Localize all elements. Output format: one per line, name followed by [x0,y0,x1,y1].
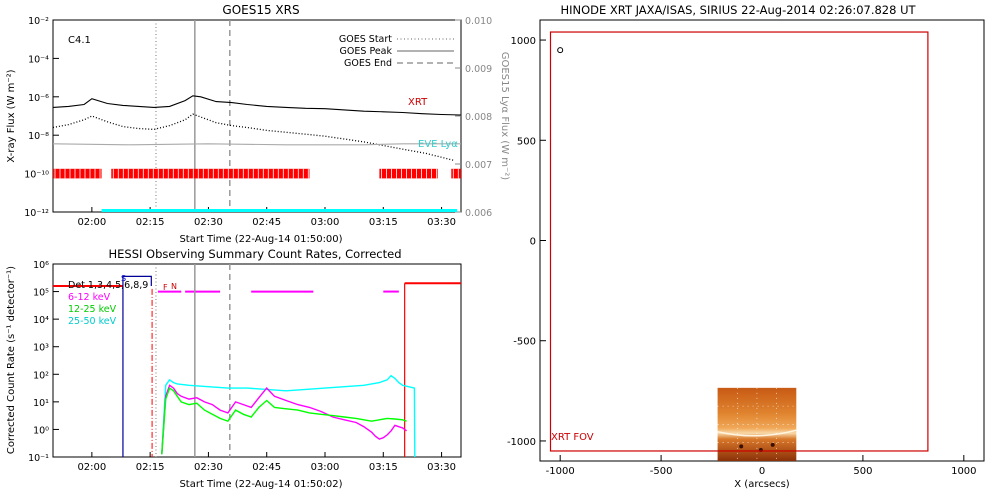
hessi-y-tick-label: 10³ [33,343,49,354]
hessi-series-1 [161,387,407,455]
goes-right-tick-label: 0.008 [465,112,492,123]
hessi-x-tick-label: 03:30 [427,462,456,473]
goes-x-tick-label: 02:15 [136,217,165,228]
goes-x-tick-label: 03:00 [311,217,340,228]
goes-xrt-series-label: XRT [408,97,428,108]
goes-y-tick-label: 10⁻⁸ [28,131,49,142]
goes-eclipse-segment [111,168,310,179]
xrt-x-tick-label: -1000 [546,466,575,477]
hessi-flag-s: S [121,274,126,283]
goes-y-tick-label: 10⁻⁴ [28,54,49,65]
goes-series-0 [52,95,462,116]
hessi-series-0 [161,384,408,455]
goes-right-tick-label: 0.007 [465,160,492,171]
xrt-title: HINODE XRT JAXA/ISAS, SIRIUS 22-Aug-2014… [560,3,916,17]
xrt-x-tick-label: 500 [853,466,872,477]
legend-goes-peak-label: GOES Peak [340,46,393,57]
hessi-flag-f: F [163,283,168,292]
goes-series-1 [52,113,454,161]
hessi-marks: 02:00 02:15 02:30 02:45 03:00 03:15 03:30 10⁶ 10… [28,260,461,473]
xrt-x-tick-label: 0 [759,466,765,477]
xrt-y-tick-label: -500 [513,337,536,348]
goes-eclipse-segment [53,168,102,179]
legend-goes-end-label: GOES End [344,58,392,69]
hessi-panel: HESSI Observing Summary Count Rates, Cor… [6,247,462,490]
xrt-xlabel: X (arcsecs) [734,479,790,490]
hessi-x-tick-label: 02:15 [136,462,165,473]
hessi-xlabel: Start Time (22-Aug-14 01:50:02) [179,479,342,490]
xrt-x-tick-label: 1000 [951,466,976,477]
goes-legend: GOES Start GOES Peak GOES End [339,34,454,69]
goes-right-ylabel: GOES15 Lyα Flux (W m⁻²) [499,52,510,180]
hessi-legend-12-25: 12-25 keV [68,304,117,315]
goes-x-tick-label: 02:30 [194,217,223,228]
goes-right-tick-label: 0.006 [465,208,492,219]
hessi-ylabel: Corrected Count Rate (s⁻¹ detector⁻¹) [6,266,17,454]
hessi-x-tick-label: 03:15 [369,462,398,473]
xrt-y-tick-label: 0 [530,237,536,248]
hessi-y-tick-label: 10¹ [33,398,49,409]
goes-ylabel: X-ray Flux (W m⁻²) [6,69,17,162]
hessi-x-tick-label: 03:00 [311,462,340,473]
xrt-panel: HINODE XRT JAXA/ISAS, SIRIUS 22-Aug-2014… [507,3,985,490]
goes-x-tick-label: 03:30 [427,217,456,228]
hessi-y-tick-label: 10⁰ [33,425,49,436]
goes-y-tick-label: 10⁻⁶ [28,93,49,104]
hessi-x-tick-label: 02:30 [194,462,223,473]
hessi-flag-n: N [171,282,177,291]
goes-x-tick-label: 02:00 [77,217,106,228]
goes-x-tick-label: 02:45 [252,217,281,228]
hessi-legend-6-12: 6-12 keV [68,292,111,303]
xrt-solar-limb [717,429,797,437]
hessi-y-tick-label: 10⁴ [33,315,49,326]
goes-y-tick-label: 10⁻¹² [24,208,49,219]
hessi-detectors-label: Det 1,3,4,5,6,8,9 [68,280,148,291]
hessi-title: HESSI Observing Summary Count Rates, Cor… [108,247,401,261]
xrt-y-tick-label: -1000 [507,437,536,448]
goes-right-tick-label: 0.009 [465,64,492,75]
goes-title: GOES15 XRS [222,3,299,17]
goes-right-tick-label: 0.010 [465,16,492,27]
hessi-plot-frame [52,263,462,458]
goes-y-tick-label: 10⁻¹⁰ [24,170,49,181]
goes-eclipse-segment [451,168,461,179]
xrt-marks: -1000 -500 0 500 1000 1000 500 0 -500 -1000 [507,31,977,477]
goes-series-2 [52,143,461,146]
hessi-legend-25-50: 25-50 keV [68,316,117,327]
goes-x-tick-label: 03:15 [369,217,398,228]
goes-xlabel: Start Time (22-Aug-14 01:50:00) [179,234,342,245]
goes-eve-series-label: EVE Lyα [418,139,458,150]
hessi-saa-step [122,275,152,457]
hessi-x-tick-label: 02:45 [252,462,281,473]
hessi-y-tick-label: 10⁵ [33,288,49,299]
hessi-y-tick-label: 10⁻¹ [28,453,49,464]
hessi-x-tick-label: 02:00 [77,462,106,473]
goes-class-label: C4.1 [68,35,91,46]
xrt-solar-feature [770,442,775,447]
goes-y-tick-label: 10⁻² [28,16,49,27]
xrt-y-tick-label: 1000 [511,36,536,47]
goes-marks: 02:00 02:15 02:30 02:45 03:00 03:15 03:30 10⁻² 1… [24,16,492,228]
hessi-y-tick-label: 10² [33,370,49,381]
xrt-y-tick-label: 500 [517,136,536,147]
xrt-limb-marker [557,47,564,54]
xrt-fov-box [549,31,929,452]
hessi-series-2 [161,374,416,458]
legend-goes-start-label: GOES Start [339,34,392,45]
goes-plot-frame [52,19,462,213]
xrt-solar-feature [739,444,744,449]
xrt-x-tick-label: -500 [650,466,673,477]
goes-eclipse-segment [379,168,438,179]
xrt-fov-label: XRT FOV [551,432,594,443]
goes-panel: GOES15 XRS 02:00 02:15 02:30 02:45 03:00 03:1… [6,3,510,245]
hessi-y-tick-label: 10⁶ [33,260,49,271]
